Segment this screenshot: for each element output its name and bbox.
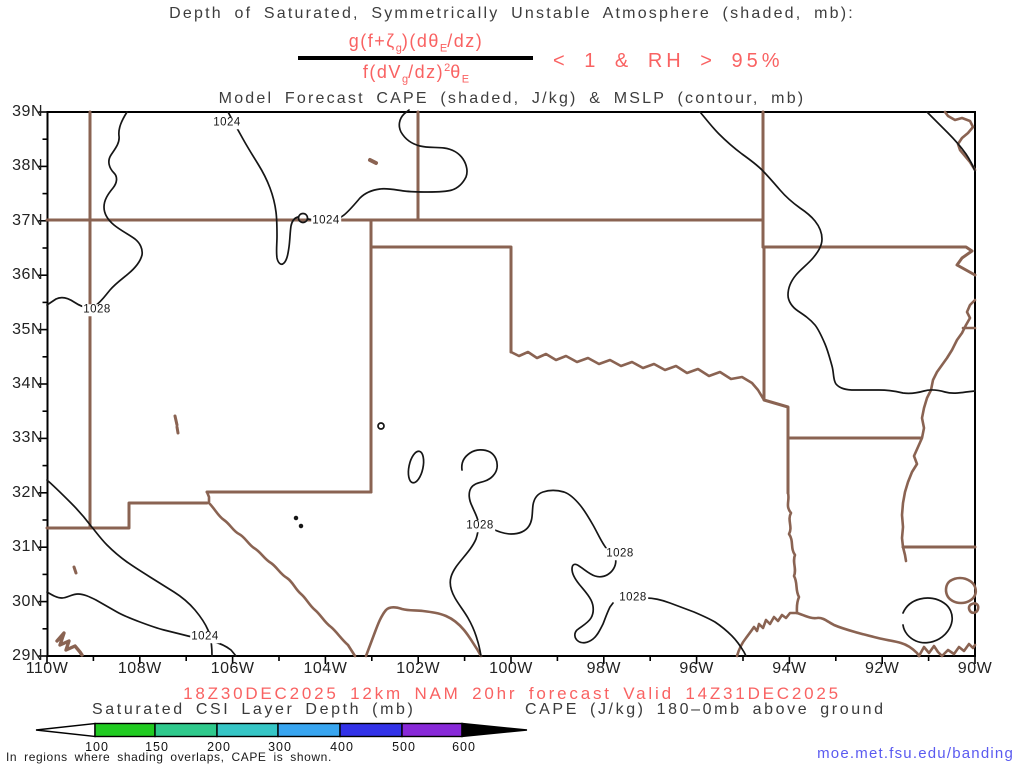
lon-axis-label: 90W [957, 660, 993, 677]
colorbar-tick-label: 200 [207, 740, 231, 754]
lon-axis-label: 108W [117, 660, 162, 677]
contour-label: 1028 [82, 303, 112, 316]
colorbar-tick-label: 600 [452, 740, 476, 754]
overlap-note: In regions where shading overlaps, CAPE … [6, 750, 332, 764]
lat-axis-label: 34N [12, 375, 43, 392]
contour-label: 1028 [618, 591, 648, 604]
colorbar-tick-label: 500 [392, 740, 416, 754]
mslp-contour-lines [46, 109, 976, 657]
formula-denominator: f(dVg/dz)2θE [362, 62, 470, 86]
colorbar-segment [154, 722, 218, 738]
site-link[interactable]: moe.met.fsu.edu/banding [817, 745, 1014, 762]
colorbar-tick-label: 400 [330, 740, 354, 754]
state-borders [45, 110, 977, 615]
lat-axis-label: 29N [12, 647, 43, 664]
lat-axis-label: 38N [12, 157, 43, 175]
colorbar [35, 722, 528, 738]
lon-axis-label: 106W [210, 660, 255, 677]
lat-axis-label: 39N [12, 103, 43, 120]
legend-title-cape: CAPE (J/kg) 180–0mb above ground [525, 701, 886, 718]
contour-label: 1028 [465, 519, 495, 532]
colorbar-segment [216, 722, 279, 738]
contour-label: 1028 [605, 547, 635, 560]
colorbar-left-arrow-icon [35, 722, 96, 738]
contour-label: 1024 [311, 214, 341, 227]
lon-axis-label: 94W [772, 660, 807, 677]
fraction-bar [298, 56, 533, 60]
page-subtitle: Model Forecast CAPE (shaded, J/kg) & MSL… [218, 90, 806, 107]
lon-axis-label: 104W [303, 660, 348, 677]
lon-axis-label: 102W [396, 660, 441, 677]
lat-axis-label: 36N [12, 266, 43, 284]
river-lines [55, 110, 980, 658]
lon-axis-label: 96W [679, 660, 714, 677]
lat-axis-label: 37N [12, 211, 43, 229]
colorbar-segment [339, 722, 403, 738]
formula-condition: < 1 & RH > 95% [553, 50, 784, 72]
formula-numerator: g(f+ζg)(dθE/dz) [348, 31, 484, 55]
legend-title-csi: Saturated CSI Layer Depth (mb) [92, 701, 416, 718]
lat-axis-label: 33N [12, 429, 43, 447]
axis-ticks [38, 111, 976, 664]
lon-axis-label: 92W [864, 660, 900, 677]
lat-axis-label: 35N [12, 320, 43, 338]
colorbar-segment [277, 722, 341, 738]
colorbar-segment [94, 722, 156, 738]
lat-axis-label: 32N [12, 483, 43, 501]
colorbar-tick-label: 100 [85, 740, 109, 754]
contour-label: 1024 [190, 630, 220, 643]
colorbar-segment [401, 722, 463, 738]
colorbar-tick-label: 150 [145, 740, 169, 754]
lon-axis-label: 110W [25, 660, 69, 677]
lat-axis-label: 30N [12, 592, 43, 610]
contour-label: 1024 [212, 116, 242, 129]
colorbar-right-arrow-icon [461, 722, 528, 738]
colorbar-tick-label: 300 [268, 740, 292, 754]
colorbar-segments [94, 722, 463, 738]
lon-axis-label: 98W [586, 660, 621, 677]
lat-axis-label: 31N [12, 538, 43, 556]
forecast-valid-line: 18Z30DEC2025 12km NAM 20hr forecast Vali… [183, 684, 841, 703]
page-title: Depth of Saturated, Symmetrically Unstab… [169, 5, 855, 22]
lon-axis-label: 100W [489, 660, 533, 677]
